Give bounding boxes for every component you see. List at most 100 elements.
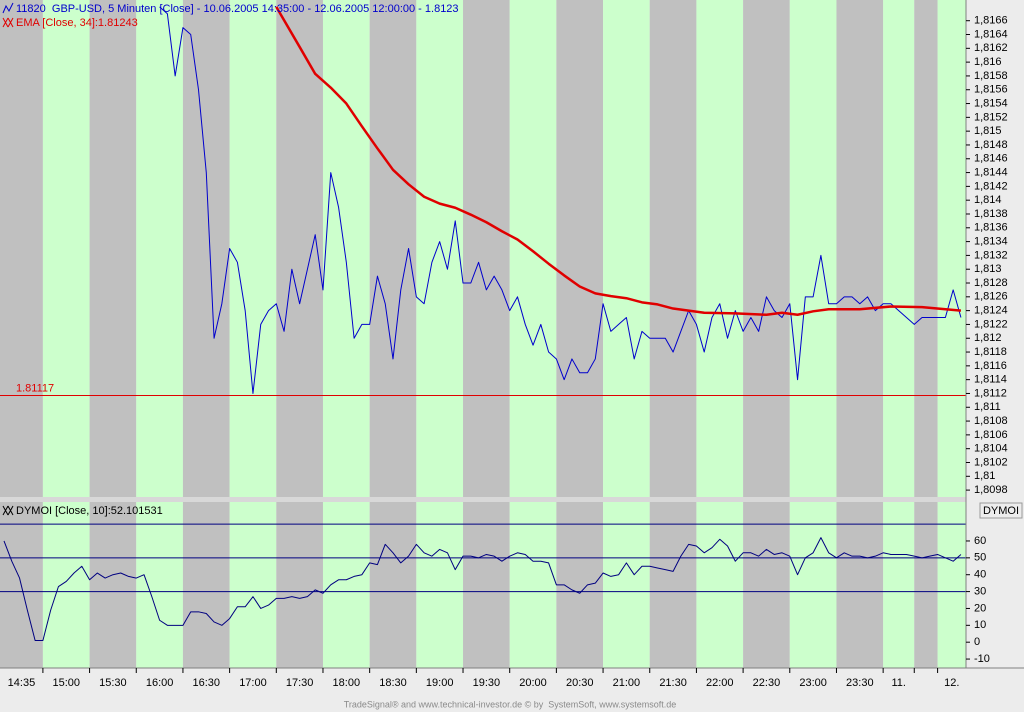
legend-entry: DYMOI [Close, 10]:52.101531 bbox=[16, 505, 163, 517]
y-tick-label: 1,8128 bbox=[974, 277, 1008, 289]
time-band bbox=[789, 502, 837, 668]
time-band bbox=[136, 502, 183, 668]
axis-title-box bbox=[979, 502, 1023, 519]
y-tick-label: 1,8136 bbox=[974, 222, 1008, 234]
x-tick-label: 22:00 bbox=[706, 677, 734, 689]
time-band bbox=[649, 0, 697, 497]
footer: TradeSignal® and www.technical-investor.… bbox=[344, 699, 677, 709]
x-tick-label: 21:30 bbox=[659, 677, 687, 689]
x-tick-label: 16:00 bbox=[146, 677, 174, 689]
time-band bbox=[836, 502, 884, 668]
y-tick-label: 1,8098 bbox=[974, 484, 1008, 496]
x-tick-label: 11. bbox=[891, 677, 905, 689]
x-tick-label: 23:30 bbox=[846, 677, 874, 689]
y-tick-label: 1,8154 bbox=[974, 97, 1008, 109]
y-tick-label: 1,8162 bbox=[974, 42, 1008, 54]
time-band bbox=[463, 0, 510, 497]
y-tick-label: 50 bbox=[974, 552, 986, 564]
y-tick-label: 1,814 bbox=[974, 194, 1002, 206]
x-tick-label: 19:00 bbox=[426, 677, 454, 689]
time-band bbox=[0, 0, 43, 497]
time-band bbox=[836, 0, 884, 497]
time-band bbox=[416, 0, 464, 497]
series-line bbox=[275, 6, 962, 317]
y-tick-label: 1,815 bbox=[974, 125, 1002, 137]
time-band bbox=[463, 502, 510, 668]
x-tick-label: 15:00 bbox=[52, 677, 80, 689]
x-tick-label: 23:00 bbox=[799, 677, 827, 689]
time-band bbox=[42, 502, 90, 668]
y-tick-label: 1,8166 bbox=[974, 15, 1008, 27]
time-band bbox=[229, 502, 277, 668]
y-tick-label: 1,8148 bbox=[974, 139, 1008, 151]
time-band bbox=[369, 0, 417, 497]
y-tick-label: 1,8158 bbox=[974, 70, 1008, 82]
y-tick-label: 30 bbox=[974, 585, 986, 597]
series-line bbox=[159, 6, 962, 394]
time-band bbox=[883, 502, 915, 668]
time-band bbox=[603, 502, 650, 668]
time-band bbox=[937, 502, 966, 668]
y-tick-label: 1,8142 bbox=[974, 180, 1008, 192]
time-band bbox=[914, 502, 938, 668]
y-tick-label: -10 bbox=[974, 653, 990, 665]
time-band bbox=[89, 502, 137, 668]
time-band bbox=[509, 502, 557, 668]
indicator-plot bbox=[0, 502, 966, 668]
time-band bbox=[276, 502, 323, 668]
time-band bbox=[743, 502, 790, 668]
y-tick-label: 1,8152 bbox=[974, 111, 1008, 123]
y-tick-label: 1,8118 bbox=[974, 346, 1007, 358]
x-tick-label: 17:30 bbox=[286, 677, 314, 689]
y-tick-label: 1,8104 bbox=[974, 443, 1008, 455]
x-tick-label: 12. bbox=[944, 677, 959, 689]
x-tick-label: 22:30 bbox=[753, 677, 781, 689]
y-tick-label: 1,8112 bbox=[974, 387, 1007, 399]
legend-entry: 11820 GBP-USD, 5 Minuten [Close] - 10.06… bbox=[16, 3, 459, 15]
time-band bbox=[649, 502, 697, 668]
time-band bbox=[276, 0, 323, 497]
time-band bbox=[914, 0, 938, 497]
y-tick-label: 1,8146 bbox=[974, 153, 1008, 165]
y-tick-label: 1,8108 bbox=[974, 415, 1008, 427]
y-tick-label: 1,813 bbox=[974, 263, 1002, 275]
y-tick-label: 40 bbox=[974, 569, 986, 581]
series-line bbox=[3, 537, 962, 641]
series-icon bbox=[2, 505, 14, 516]
y-tick-label: 1,81 bbox=[974, 470, 995, 482]
x-tick-label: 20:00 bbox=[519, 677, 547, 689]
y-tick-label: 1,8164 bbox=[974, 28, 1008, 40]
level-label: 1.81117 bbox=[16, 382, 54, 394]
time-band bbox=[743, 0, 790, 497]
x-tick-label: 19:30 bbox=[473, 677, 501, 689]
time-band bbox=[416, 502, 464, 668]
y-tick-label: 60 bbox=[974, 535, 986, 547]
series-icon bbox=[2, 17, 14, 28]
time-band bbox=[603, 0, 650, 497]
x-tick-label: 17:00 bbox=[239, 677, 267, 689]
y-tick-label: 1,8116 bbox=[974, 360, 1007, 372]
y-tick-label: 1,8144 bbox=[974, 166, 1008, 178]
y-tick-label: 10 bbox=[974, 619, 986, 631]
y-tick-label: 1,8132 bbox=[974, 249, 1008, 261]
x-tick-label: 18:30 bbox=[379, 677, 407, 689]
legend-entry: EMA [Close, 34]:1.81243 bbox=[16, 17, 138, 29]
time-band bbox=[89, 0, 137, 497]
price-plot bbox=[0, 0, 966, 497]
x-tick-label: 20:30 bbox=[566, 677, 594, 689]
panel-separator bbox=[0, 497, 966, 502]
x-tick-label: 16:30 bbox=[193, 677, 221, 689]
y-tick-label: 1,8124 bbox=[974, 305, 1008, 317]
time-band bbox=[42, 0, 90, 497]
y-tick-label: 1,8134 bbox=[974, 236, 1008, 248]
time-band bbox=[937, 0, 966, 497]
time-band bbox=[789, 0, 837, 497]
time-band bbox=[556, 0, 604, 497]
time-band bbox=[182, 502, 230, 668]
y-tick-label: 1,8102 bbox=[974, 456, 1008, 468]
time-band bbox=[182, 0, 230, 497]
y-tick-label: 0 bbox=[974, 636, 980, 648]
